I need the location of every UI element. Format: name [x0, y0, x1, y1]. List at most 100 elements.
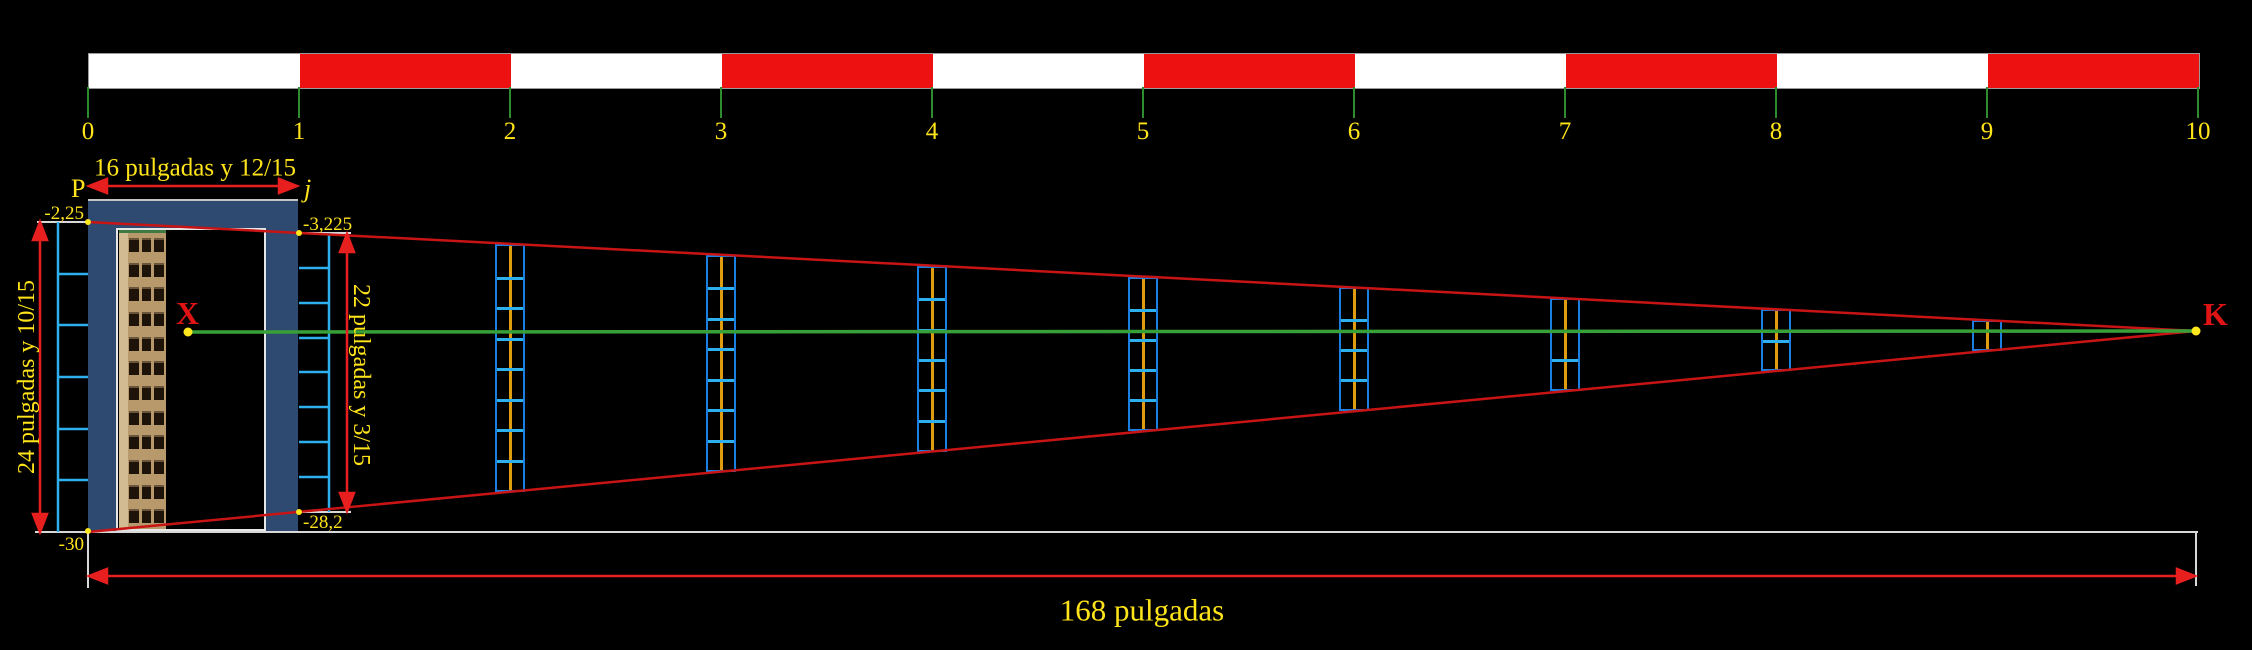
- tower-window: [141, 509, 152, 523]
- tower-window: [141, 337, 152, 351]
- ruler-number-9: 9: [1980, 118, 1994, 145]
- tower-window: [154, 337, 165, 351]
- bottom-width-label: 168 pulgadas: [1059, 592, 1225, 628]
- ruler-segment-white: [1777, 54, 1989, 88]
- tower-floor: [129, 312, 165, 326]
- perspective-frame-tick-5: [1128, 277, 1158, 431]
- frame-center-line: [1986, 322, 1989, 349]
- ruler-segment-red: [300, 54, 512, 88]
- ruler-number-2: 2: [503, 118, 517, 145]
- frame-rung: [1763, 340, 1789, 343]
- ruler-number-6: 6: [1347, 118, 1361, 145]
- frame-rung: [497, 276, 523, 280]
- frame-rung: [708, 348, 734, 352]
- frame-rung: [497, 429, 523, 432]
- tower-floor: [129, 386, 165, 400]
- top-width-label: 16 pulgadas y 12/15: [93, 154, 297, 182]
- tower-floor: [129, 238, 165, 252]
- frame-rung: [1130, 339, 1156, 342]
- ruler-segment-white: [933, 54, 1145, 88]
- tower-window: [154, 238, 165, 252]
- vanishing-point-k-label: K: [2203, 296, 2228, 332]
- tower-photo: [119, 230, 166, 529]
- ruler-segment-white: [89, 54, 301, 88]
- ruler-tick-4: [931, 87, 933, 118]
- coord-bottom-right: -28,2: [303, 512, 343, 533]
- frame-center-line: [1564, 300, 1567, 389]
- frame-rung: [708, 378, 734, 382]
- tower-window: [154, 287, 165, 301]
- ruler-number-1: 1: [292, 118, 306, 145]
- ruler-number-4: 4: [925, 118, 939, 145]
- point-x-dot: [183, 327, 193, 337]
- tower-window: [154, 435, 165, 449]
- frame-rung: [497, 337, 523, 341]
- frame-rung: [708, 287, 734, 291]
- ruler-tick-7: [1564, 87, 1566, 118]
- tower-window: [129, 411, 139, 425]
- ruler-tick-3: [720, 87, 722, 118]
- tower-window: [129, 435, 139, 449]
- horizon-line: [187, 329, 2197, 334]
- frame-rung: [708, 409, 734, 413]
- ruler-segment-red: [1144, 54, 1356, 88]
- point-x-label: X: [176, 295, 200, 331]
- frame-center-line: [1142, 279, 1145, 429]
- tower-window: [129, 263, 139, 277]
- tower-floor: [129, 361, 165, 375]
- frame-rung: [1341, 349, 1367, 352]
- tower-floor: [129, 435, 165, 449]
- corner-dot-j: [296, 230, 302, 236]
- tower-window: [129, 312, 139, 326]
- frame-rung: [919, 419, 945, 423]
- ruler-tick-0: [87, 87, 89, 118]
- ruler-segment-red: [722, 54, 934, 88]
- ruler-number-0: 0: [81, 118, 95, 145]
- tower-window: [129, 238, 139, 252]
- frame-rung: [919, 359, 945, 362]
- frame-rung: [497, 307, 523, 310]
- ruler-number-7: 7: [1558, 118, 1572, 145]
- ruler-tick-1: [298, 87, 300, 118]
- corner-dot-p-bottom: [85, 528, 91, 534]
- tower-window: [154, 386, 165, 400]
- ruler-number-10: 10: [2185, 118, 2211, 145]
- frame-rung: [1341, 319, 1367, 322]
- ruler-number-5: 5: [1136, 118, 1150, 145]
- tower-window: [154, 485, 165, 499]
- ruler-segment-red: [1566, 54, 1778, 88]
- bottom-perspective-line: [87, 329, 2197, 534]
- tower-window: [141, 238, 152, 252]
- corner-dot-p: [85, 219, 91, 225]
- tower-floor: [129, 263, 165, 277]
- coord-bottom-left: -30: [58, 534, 84, 555]
- frame-rung: [1341, 379, 1367, 382]
- left-height-label: 24 pulgadas y 10/15: [14, 280, 40, 474]
- frame-rung: [1130, 309, 1156, 312]
- tower-floor: [129, 509, 165, 523]
- dimension-arrows: [31, 177, 2199, 585]
- tower-window: [154, 411, 165, 425]
- right-height-label: 22 pulgadas y 3/15: [348, 284, 374, 466]
- tower-window: [154, 460, 165, 474]
- tower-floor: [129, 460, 165, 474]
- tower-window: [141, 263, 152, 277]
- ruler-tick-6: [1353, 87, 1355, 118]
- ruler-segment-red: [1988, 54, 2200, 88]
- corner-dot-j-bottom: [296, 509, 302, 515]
- tower-window: [154, 509, 165, 523]
- tower-window: [129, 386, 139, 400]
- tower-window: [129, 485, 139, 499]
- tower-window: [141, 485, 152, 499]
- tower-window: [129, 287, 139, 301]
- tower-window: [129, 361, 139, 375]
- frame-rung: [1130, 399, 1156, 402]
- tower-window: [154, 312, 165, 326]
- ruler-tick-2: [509, 87, 511, 118]
- tower-window: [129, 337, 139, 351]
- frame-rung: [497, 398, 523, 402]
- perspective-lines: [87, 220, 2197, 534]
- tower-window: [154, 263, 165, 277]
